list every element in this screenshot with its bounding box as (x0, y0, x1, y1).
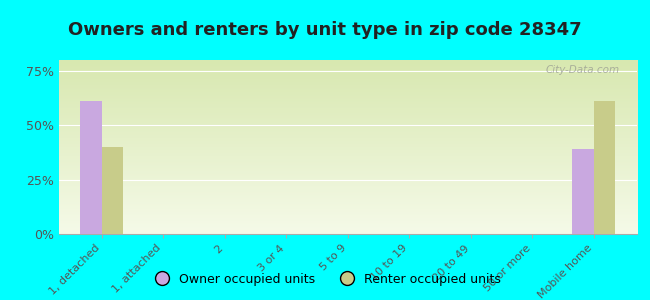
Bar (594, 101, 616, 234)
Bar (101, 147, 123, 234)
Bar (80, 101, 101, 234)
Legend: Owner occupied units, Renter occupied units: Owner occupied units, Renter occupied un… (144, 268, 506, 291)
Text: City-Data.com: City-Data.com (545, 65, 619, 75)
Bar (573, 149, 594, 234)
Text: Owners and renters by unit type in zip code 28347: Owners and renters by unit type in zip c… (68, 21, 582, 39)
